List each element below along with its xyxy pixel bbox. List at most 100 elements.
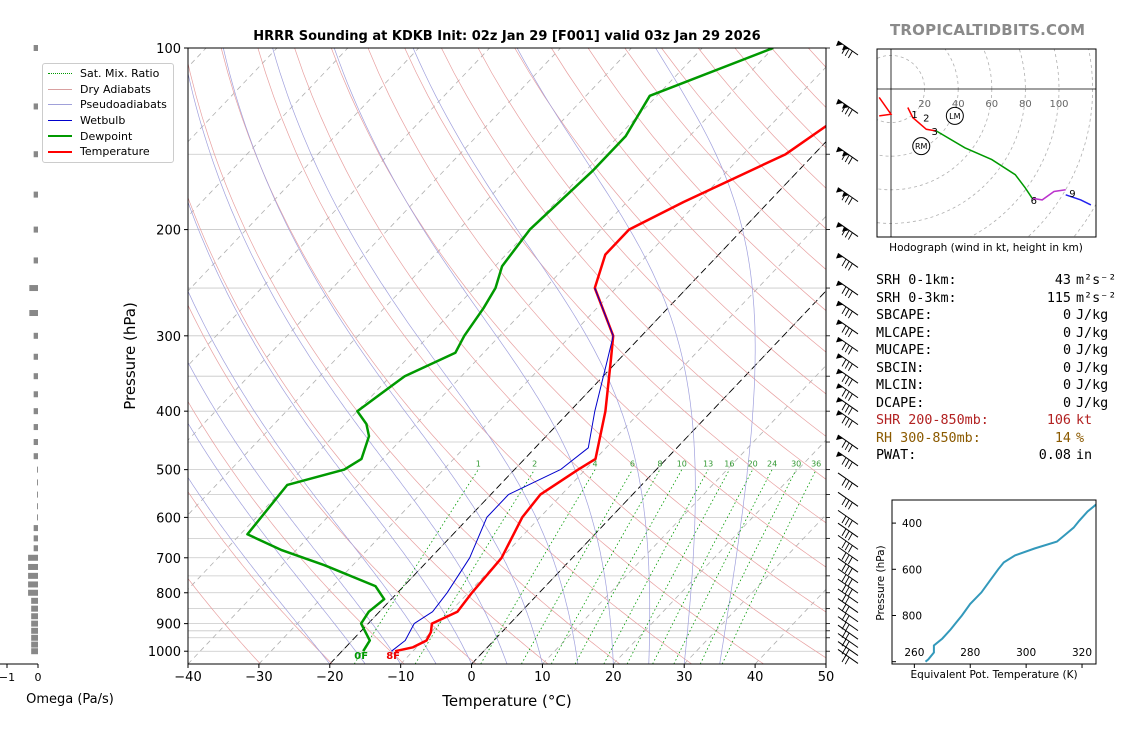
barb-feather xyxy=(841,497,847,506)
hodograph-plot: 20 40 60 80 100 1 23 6 9 LM RM xyxy=(877,49,1096,237)
wind-barb xyxy=(836,397,859,415)
legend-label: Dry Adiabats xyxy=(80,82,151,96)
barb-feather xyxy=(848,502,853,510)
index-unit: % xyxy=(1076,430,1085,446)
barb-staff xyxy=(837,40,859,56)
barb-feather xyxy=(844,344,850,353)
barb-staff xyxy=(837,598,859,613)
index-row: DCAPE: 0 J/kg xyxy=(876,395,1116,413)
hodograph-marker-label: LM xyxy=(949,112,960,121)
omega-bar xyxy=(33,545,38,552)
x-tick-label: −10 xyxy=(387,670,414,685)
barb-feather xyxy=(848,444,853,453)
theta-e-xtick-label: 320 xyxy=(1072,647,1092,659)
index-label: MUCAPE: xyxy=(876,343,933,358)
barb-feather xyxy=(841,306,847,315)
barb-feather xyxy=(844,576,850,584)
legend-item-dewpoint: Dewpoint xyxy=(45,128,171,144)
barb-feather xyxy=(844,107,850,115)
hodograph-height-label: 3 xyxy=(931,127,937,138)
index-unit: J/kg xyxy=(1076,378,1109,393)
wind-barb xyxy=(836,222,859,240)
index-value: 0 xyxy=(1062,325,1071,341)
omega-bar xyxy=(33,408,38,415)
barb-feather xyxy=(848,532,853,541)
wind-barb xyxy=(837,546,859,565)
wind-barb xyxy=(836,319,859,338)
dry-adiabat xyxy=(220,48,693,664)
omega-bar xyxy=(33,257,38,264)
omega-bar xyxy=(28,563,38,570)
index-value: 0 xyxy=(1062,378,1071,393)
barb-flag xyxy=(836,410,843,416)
omega-bar xyxy=(33,332,38,339)
wind-barb xyxy=(836,434,859,453)
barb-feather xyxy=(844,418,850,426)
omega-bar xyxy=(29,285,38,292)
barb-feather xyxy=(844,361,850,369)
index-row: MLCIN: 0 J/kg xyxy=(876,377,1116,395)
legend-swatch xyxy=(48,120,72,122)
theta-e-ylabel: Pressure (hPa) xyxy=(875,545,887,620)
omega-bar xyxy=(31,605,38,612)
barb-flag xyxy=(836,222,843,228)
barb-feather xyxy=(844,606,850,614)
hodograph-marker-label: RM xyxy=(915,142,928,151)
wind-barb xyxy=(836,300,859,319)
index-label: RH 300-850mb: xyxy=(876,430,981,446)
index-value: 106 xyxy=(1046,413,1071,428)
barb-feather xyxy=(841,152,847,161)
theta-e-frame xyxy=(891,499,1097,665)
mixing-ratio-label: 10 xyxy=(677,460,687,469)
barb-feather xyxy=(844,517,850,526)
dry-adiabat xyxy=(441,48,826,480)
surface-temperature-label: 8F xyxy=(386,651,400,662)
barb-flag xyxy=(836,41,843,46)
index-value: 43 xyxy=(1054,273,1071,288)
dry-adiabat xyxy=(477,48,826,437)
wind-barb xyxy=(837,568,859,587)
isotherm xyxy=(400,215,826,664)
barb-feather xyxy=(841,325,847,333)
index-value: 0 xyxy=(1062,360,1071,376)
legend-swatch xyxy=(48,104,72,106)
omega-tick-label: −1 xyxy=(0,671,15,684)
x-tick-label: 50 xyxy=(818,670,835,685)
barb-feather xyxy=(844,542,850,551)
dry-adiabat xyxy=(367,48,826,568)
omega-bar xyxy=(29,310,38,317)
pseudoadiabat xyxy=(412,48,651,664)
omega-bar xyxy=(33,391,38,398)
legend-swatch xyxy=(48,135,72,138)
barb-feather xyxy=(841,46,847,54)
barb-feather xyxy=(848,556,853,565)
index-value: 0 xyxy=(1062,308,1071,323)
theta-e-xtick-label: 300 xyxy=(1016,647,1036,659)
mixing-ratio-label: 2 xyxy=(532,460,537,469)
barb-feather xyxy=(841,389,847,397)
isotherm xyxy=(258,66,826,664)
barb-feather xyxy=(841,654,847,663)
omega-bar xyxy=(31,641,38,648)
hodograph-ring-label: 20 xyxy=(918,99,931,110)
wind-barb xyxy=(837,588,859,605)
barb-feather xyxy=(844,565,850,574)
index-unit: kt xyxy=(1076,413,1093,428)
legend-label: Wetbulb xyxy=(80,114,126,128)
index-value: 14 xyxy=(1054,430,1071,446)
barb-feather xyxy=(848,363,853,372)
omega-bar xyxy=(33,226,38,233)
omega-bar xyxy=(33,103,38,110)
barb-feather xyxy=(841,552,847,560)
omega-bar xyxy=(37,503,38,510)
wind-barb xyxy=(836,353,859,372)
barb-feather xyxy=(848,50,853,59)
barb-feather xyxy=(848,156,853,165)
pseudoadiabat xyxy=(188,72,508,664)
omega-bar xyxy=(31,634,38,641)
index-value: 115 xyxy=(1046,290,1071,306)
barb-feather xyxy=(848,232,853,240)
wind-barb xyxy=(836,368,859,387)
barb-staff xyxy=(837,491,859,507)
wind-barb xyxy=(837,534,859,553)
